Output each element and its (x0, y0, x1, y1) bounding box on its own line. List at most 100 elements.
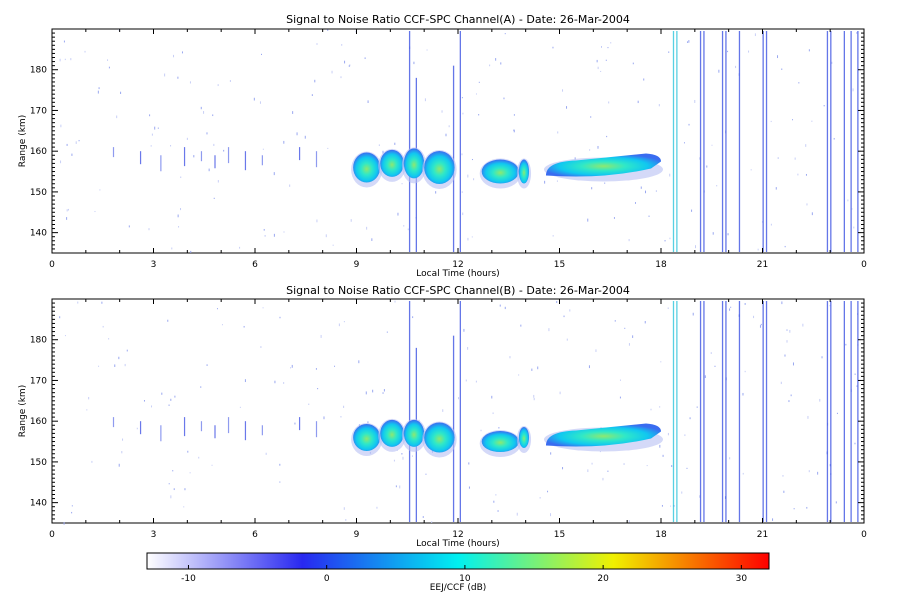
noise-speckle (637, 100, 639, 104)
noise-speckle (694, 99, 696, 103)
noise-speckle (854, 442, 856, 445)
x-tick-label: 18 (655, 530, 667, 540)
noise-speckle (66, 209, 68, 212)
panel-channel-a: Signal to Noise Ratio CCF-SPC Channel(A)… (18, 13, 867, 279)
interference-line (721, 31, 724, 252)
noise-speckle (86, 409, 88, 411)
noise-speckle (491, 395, 493, 399)
noise-speckle (742, 472, 744, 475)
noise-speckle (63, 522, 65, 525)
panel-b-axes: 0 3 6 9 12 15 18 21 0 140 150 160 170 180 (30, 298, 867, 540)
colorbar: -10 0 10 20 30 EEJ/CCF (dB) (146, 552, 770, 593)
noise-speckle (122, 438, 124, 441)
panel-b-xlabel: Local Time (hours) (416, 539, 499, 549)
noise-speckle (98, 87, 100, 90)
noise-speckle (770, 223, 772, 226)
panel-b-plot-frame (51, 298, 865, 524)
noise-speckle (316, 219, 318, 223)
noise-speckle (294, 422, 296, 425)
noise-speckle (600, 70, 602, 73)
noise-speckle (173, 54, 175, 58)
noise-speckle (566, 106, 568, 109)
noise-speckle (143, 399, 145, 402)
noise-streak (227, 147, 230, 164)
noise-speckle (239, 406, 241, 408)
noise-speckle (394, 142, 396, 145)
noise-speckle (807, 415, 809, 419)
interference-line (857, 301, 859, 522)
noise-speckle (648, 215, 650, 217)
noise-streak (227, 417, 230, 434)
noise-speckle (341, 44, 343, 46)
noise-speckle (200, 106, 202, 110)
x-tick-label: 6 (252, 260, 258, 270)
noise-speckle (208, 168, 210, 172)
noise-speckle (811, 120, 813, 122)
noise-speckle (729, 457, 731, 460)
echo-region (378, 148, 406, 182)
interference-line (830, 31, 832, 252)
noise-speckle (102, 325, 104, 328)
interference-line (699, 301, 702, 522)
noise-speckle (478, 114, 480, 116)
noise-speckle (670, 505, 672, 507)
noise-speckle (686, 467, 688, 469)
x-tick-label: 0 (49, 260, 55, 270)
echo-region (516, 425, 532, 453)
noise-speckle (829, 304, 831, 307)
noise-speckle (742, 392, 744, 396)
noise-speckle (161, 392, 163, 395)
noise-speckle (296, 132, 298, 136)
echo-blob (545, 423, 661, 447)
noise-speckle (126, 349, 128, 352)
noise-speckle (806, 203, 808, 206)
echo-blob (424, 150, 455, 184)
noise-speckle (60, 160, 62, 164)
noise-speckle (118, 463, 120, 467)
noise-speckle (757, 248, 759, 251)
noise-speckle (802, 323, 804, 327)
noise-speckle (264, 235, 266, 237)
noise-speckle (727, 233, 729, 236)
noise-speckle (320, 334, 322, 338)
noise-speckle (516, 512, 518, 516)
noise-speckle (777, 55, 779, 59)
x-tick-label: 15 (554, 530, 565, 540)
interference-line (857, 31, 859, 252)
noise-streak (214, 425, 216, 439)
interference-line (672, 301, 675, 522)
noise-speckle (291, 364, 293, 368)
noise-speckle (503, 97, 505, 100)
noise-speckle (772, 518, 774, 521)
noise-speckle (66, 217, 68, 220)
noise-speckle (792, 362, 794, 366)
noise-speckle (193, 155, 195, 158)
noise-speckle (260, 346, 262, 348)
noise-speckle (441, 110, 443, 113)
noise-speckle (628, 520, 630, 523)
noise-speckle (345, 518, 347, 521)
noise-speckle (424, 98, 426, 102)
interference-line (850, 31, 852, 252)
echo-region (378, 418, 406, 452)
panel-b-ylabel: Range (km) (18, 385, 28, 437)
noise-speckle (628, 239, 630, 242)
noise-speckle (539, 497, 541, 499)
noise-speckle (520, 324, 522, 327)
echo-blob (518, 426, 530, 448)
interference-line (459, 301, 461, 522)
noise-speckle (181, 51, 183, 54)
noise-speckle (712, 232, 714, 235)
echo-region (479, 430, 521, 458)
noise-speckle (588, 365, 590, 369)
interference-line (762, 301, 764, 522)
x-tick-label: 0 (861, 260, 867, 270)
noise-streak (112, 147, 115, 158)
noise-speckle (509, 356, 511, 359)
noise-speckle (273, 172, 275, 176)
noise-speckle (556, 301, 558, 304)
noise-speckle (710, 352, 712, 354)
noise-speckle (198, 456, 200, 459)
noise-speckle (782, 474, 784, 477)
noise-streak (200, 151, 203, 162)
